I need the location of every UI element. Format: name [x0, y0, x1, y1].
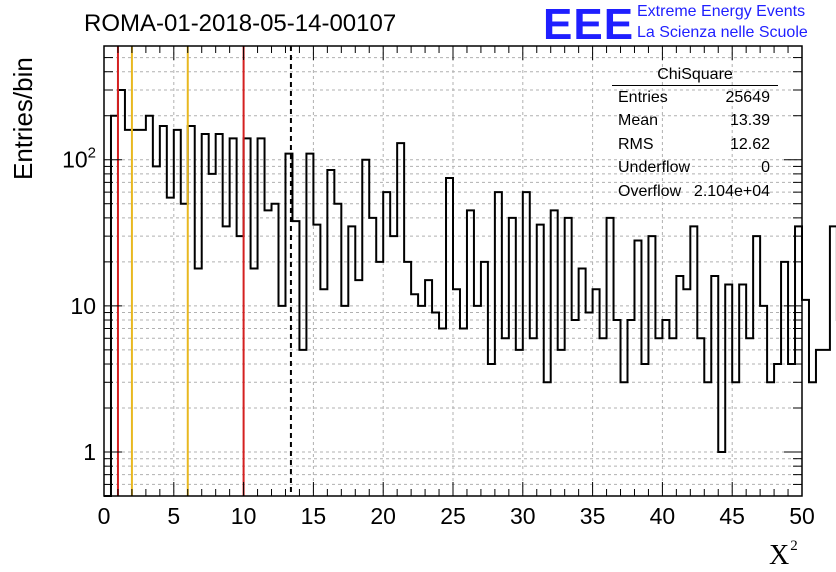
x-axis-ticks: 0 5 10 15 20 25 30 35 40 45 50 [98, 46, 815, 529]
histogram-outline [104, 88, 836, 497]
y-tick-label: 102 [62, 145, 96, 173]
y-tick-label: 10 [70, 293, 96, 319]
x-tick-label: 40 [650, 503, 676, 529]
x-tick-label: 10 [231, 503, 257, 529]
stats-row-overflow: Overflow 2.104e+04 [612, 180, 778, 203]
stats-row-rms: RMS 12.62 [612, 133, 778, 156]
chart-title: ROMA-01-2018-05-14-00107 [84, 10, 397, 37]
y-axis-ticks: 1 10 102 [62, 45, 802, 497]
stats-box-title: ChiSquare [612, 66, 778, 86]
stats-value: 13.39 [729, 112, 770, 130]
stats-key: Entries [618, 89, 668, 106]
histogram-series [104, 88, 836, 497]
x-tick-label: 0 [98, 503, 111, 529]
marker-lines [116, 46, 292, 496]
stats-value: 2.104e+04 [693, 182, 770, 200]
stats-row-underflow: Underflow 0 [612, 156, 778, 179]
x-tick-label: 50 [789, 503, 815, 529]
stats-value: 12.62 [729, 135, 770, 153]
stats-box: ChiSquare Entries 25649 Mean 13.39 RMS 12.6… [612, 66, 778, 203]
x-tick-label: 20 [370, 503, 396, 529]
x-tick-label: 5 [167, 503, 180, 529]
logo-line-2: La Scienza nelle Scuole [637, 24, 808, 41]
x-tick-label: 45 [719, 503, 745, 529]
x-axis-label: X2 [769, 538, 798, 571]
stats-row-entries: Entries 25649 [612, 86, 778, 109]
logo-line-1: Extreme Energy Events [637, 3, 806, 20]
y-tick-label: 1 [83, 439, 96, 465]
stats-key: Overflow [618, 182, 682, 200]
x-tick-label: 15 [301, 503, 327, 529]
stats-value: 0 [761, 159, 770, 177]
stats-value: 25649 [725, 89, 771, 106]
x-tick-label: 30 [510, 503, 536, 529]
stats-row-mean: Mean 13.39 [612, 109, 778, 132]
stats-key: Mean [618, 112, 659, 130]
stats-key: Underflow [618, 159, 691, 177]
eee-logo: EEE [543, 0, 635, 49]
x-tick-label: 25 [440, 503, 466, 529]
x-tick-label: 35 [580, 503, 606, 529]
stats-key: RMS [618, 135, 654, 153]
